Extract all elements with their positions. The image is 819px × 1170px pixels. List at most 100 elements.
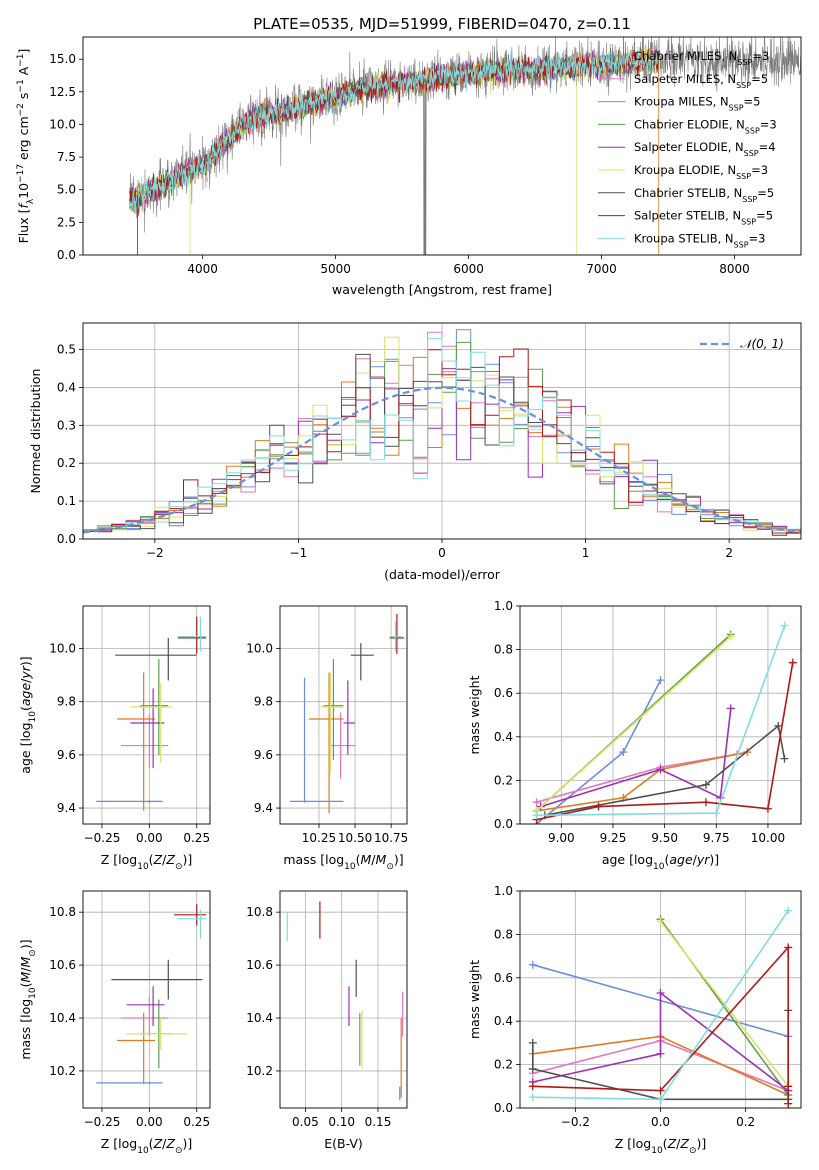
weight_vs_Z-frame <box>519 890 802 1109</box>
weight-marker-kroupa-elodie <box>656 917 665 926</box>
mass_vs_Z-xlabel: Z [log10(Z/Z⊙)] <box>101 1136 193 1156</box>
weight-marker-kroupa-stelib <box>532 811 541 820</box>
weight-marker-chabrier-miles <box>619 748 628 757</box>
weight-line-kroupa-stelib <box>536 625 786 817</box>
age_vs_Z-frame <box>82 605 211 825</box>
age_vs_Z-axes: −0.25 0.00 0.25 9.4 9.6 9.8 10.0 Z [log10(Z/Z⊙)… <box>18 605 211 872</box>
weight-marker-salpeter-miles <box>532 798 541 807</box>
weight-marker-salpeter-stelib <box>784 1082 793 1091</box>
residuals-xtick-label: −2 <box>146 546 164 560</box>
weight-marker-salpeter-stelib <box>784 943 793 952</box>
spectrum-ytick-label: 15.0 <box>49 52 76 66</box>
age_vs_Z-panel: −0.25 0.00 0.25 9.4 9.6 9.8 10.0 Z [log10(Z/Z⊙)… <box>18 605 211 872</box>
spectrum-model-kroupa-stelib <box>129 47 660 210</box>
weight-marker-kroupa-stelib <box>784 906 793 915</box>
legend-label-chabrier-miles: Chabrier MILES, NSSP=3 <box>634 49 769 67</box>
mass_vs_EBV-ytick-label: 10.2 <box>246 1064 273 1078</box>
mass_vs_EBV-axes: 0.05 0.10 0.15 10.2 10.4 10.6 10.8 E(B-V) <box>246 890 408 1151</box>
weight_vs_age-xtick-label: 9.00 <box>548 831 575 845</box>
weight_vs_Z-plot-area <box>528 906 793 1108</box>
mass_vs_Z-ytick-label: 10.2 <box>49 1064 76 1078</box>
weight_vs_age-ytick-label: 0.0 <box>494 817 513 831</box>
residuals-ytick-label: 0.4 <box>57 380 76 394</box>
weight_vs_Z-xlabel: Z [log10(Z/Z⊙)] <box>615 1136 707 1156</box>
mass_vs_Z-ytick-label: 10.6 <box>49 958 76 972</box>
weight_vs_Z-ytick-label: 0.0 <box>494 1101 513 1115</box>
age_vs_Z-xlabel: Z [log10(Z/Z⊙)] <box>101 852 193 872</box>
weight_vs_age-ytick-label: 0.4 <box>494 730 513 744</box>
residuals-ytick-label: 0.5 <box>57 343 76 357</box>
mass_vs_EBV-xtick-label: 0.05 <box>292 1115 319 1129</box>
mass_vs_Z-xtick-label: 0.00 <box>136 1115 163 1129</box>
mass_vs_EBV-grid <box>280 891 407 1108</box>
weight_vs_age-ytick-label: 0.8 <box>494 643 513 657</box>
weight_vs_Z-xtick-label: −0.2 <box>561 1115 590 1129</box>
legend-label-kroupa-stelib: Kroupa STELIB, NSSP=3 <box>634 231 765 249</box>
weight_vs_age-xtick-label: 10.00 <box>751 831 785 845</box>
spectrum-xtick-label: 5000 <box>320 262 351 276</box>
residuals-ytick-label: 0.2 <box>57 456 76 470</box>
mass_vs_Z-grid <box>83 891 210 1108</box>
age_vs_Z-grid <box>83 606 210 824</box>
legend-label-salpeter-miles: Salpeter MILES, NSSP=5 <box>634 72 768 90</box>
mass_vs_EBV-panel: 0.05 0.10 0.15 10.2 10.4 10.6 10.8 E(B-V) <box>246 890 408 1151</box>
spectrum-plot-area <box>129 37 801 255</box>
age_vs_Z-xtick-label: −0.25 <box>84 831 121 845</box>
weight-marker-salpeter-stelib <box>788 658 797 667</box>
residuals-xtick-label: 2 <box>725 546 733 560</box>
mass_vs_Z-panel: −0.25 0.00 0.25 10.2 10.4 10.6 10.8 Z [log10(Z/… <box>18 890 211 1156</box>
mass_vs_EBV-frame <box>279 890 408 1109</box>
spectrum-xtick-label: 8000 <box>719 262 750 276</box>
mass_vs_Z-plot-area <box>96 904 207 1085</box>
legend-label-salpeter-stelib: Salpeter STELIB, NSSP=5 <box>634 209 773 227</box>
residuals-ytick-label: 0.0 <box>57 532 76 546</box>
weight-line-salpeter-miles <box>536 753 738 803</box>
mass_vs_Z-axes: −0.25 0.00 0.25 10.2 10.4 10.6 10.8 Z [log10(Z/… <box>18 890 211 1156</box>
age_vs_mass-panel: 10.25 10.50 10.75 9.4 9.6 9.8 10.0 mass [log10(… <box>246 605 408 872</box>
age_vs_mass-xtick-label: 10.25 <box>302 831 336 845</box>
weight-marker-kroupa-elodie <box>726 632 735 641</box>
weight_vs_Z-xtick-label: 0.2 <box>736 1115 755 1129</box>
weight-line-chabrier-stelib <box>544 724 786 817</box>
weight-marker-salpeter-stelib <box>594 802 603 811</box>
weight-marker-chabrier-stelib <box>528 1038 537 1047</box>
weight-marker-chabrier-stelib <box>528 1064 537 1073</box>
spectrum-legend: Chabrier MILES, NSSP=3 Salpeter MILES, NS… <box>598 49 777 249</box>
weight-marker-salpeter-stelib <box>656 1086 665 1095</box>
figure-title: PLATE=0535, MJD=51999, FIBERID=0470, z=0… <box>253 15 631 33</box>
weight-marker-salpeter-elodie <box>726 704 735 713</box>
age_vs_Z-plot-area <box>96 616 207 811</box>
age_vs_Z-ylabel: age [log10(age/yr)] <box>18 656 38 773</box>
mass_vs_Z-xtick-label: 0.25 <box>183 1115 210 1129</box>
spectrum-panel: 4000 5000 6000 7000 8000 0.0 2.5 5.0 7.5 10.0 12.5… <box>16 36 802 297</box>
weight-marker-salpeter-stelib <box>528 1082 537 1091</box>
weight_vs_age-plot-area <box>532 621 797 824</box>
legend-label-kroupa-elodie: Kroupa ELODIE, NSSP=3 <box>634 163 768 181</box>
weight-marker-kroupa-stelib <box>528 1093 537 1102</box>
weight_vs_age-frame <box>519 605 802 825</box>
mass_vs_Z-ylabel: mass [log10(M/M⊙)] <box>18 939 38 1059</box>
mass_vs_EBV-xtick-label: 0.15 <box>365 1115 392 1129</box>
mass_vs_Z-ytick-label: 10.4 <box>49 1011 76 1025</box>
mass_vs_EBV-xlabel: E(B-V) <box>324 1136 363 1151</box>
weight-marker-salpeter-stelib <box>701 798 710 807</box>
age_vs_mass-xtick-label: 10.50 <box>338 831 372 845</box>
residuals-xtick-label: 1 <box>582 546 590 560</box>
age_vs_mass-frame <box>279 605 408 825</box>
weight_vs_age-panel: 9.00 9.25 9.50 9.75 10.00 0.0 0.2 0.4 0.6 0.8 1.0 a… <box>467 599 802 872</box>
weight_vs_Z-ytick-label: 0.2 <box>494 1058 513 1072</box>
legend-label-kroupa-miles: Kroupa MILES, NSSP=5 <box>634 95 760 113</box>
spectrum-ytick-label: 0.0 <box>57 248 76 262</box>
weight_vs_age-xtick-label: 9.25 <box>600 831 627 845</box>
spectrum-ytick-label: 5.0 <box>57 183 76 197</box>
legend-label-salpeter-elodie: Salpeter ELODIE, NSSP=4 <box>634 140 776 158</box>
age_vs_Z-ytick-label: 9.6 <box>57 748 76 762</box>
weight_vs_age-ytick-label: 0.6 <box>494 686 513 700</box>
residuals-xtick-label: −1 <box>290 546 308 560</box>
mass_vs_EBV-ytick-label: 10.4 <box>246 1011 273 1025</box>
age_vs_Z-ytick-label: 9.8 <box>57 695 76 709</box>
age_vs_mass-xtick-label: 10.75 <box>374 831 408 845</box>
weight-marker-chabrier-stelib <box>780 754 789 763</box>
age_vs_mass-ytick-label: 9.8 <box>254 695 273 709</box>
